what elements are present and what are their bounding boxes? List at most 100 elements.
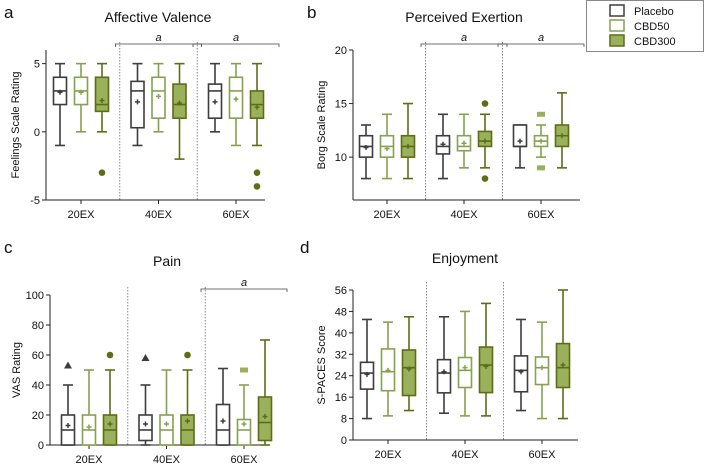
mean-marker	[483, 363, 489, 369]
legend-swatch-cbd300	[609, 34, 625, 47]
panel-letter: b	[307, 3, 316, 22]
y-tick-label: 0	[341, 435, 347, 447]
chart-title: Perceived Exertion	[405, 9, 523, 25]
significance-bracket	[200, 288, 288, 292]
outlier-point	[253, 183, 261, 190]
x-tick-label: 60EX	[223, 209, 251, 221]
iqr-box	[478, 346, 494, 394]
mean-marker	[560, 362, 566, 368]
box-cbd50-60ex	[236, 367, 252, 446]
mean-marker	[185, 418, 190, 424]
y-axis-label: VAS Rating	[11, 342, 23, 398]
legend: Placebo CBD50 CBD300	[586, 0, 704, 52]
box-cbd300-40ex	[172, 62, 187, 160]
mean-marker	[241, 421, 247, 427]
box-cbd300-20ex	[400, 102, 416, 180]
legend-label-cbd300: CBD300	[634, 36, 676, 48]
box-placebo-60ex	[207, 62, 223, 133]
significance-bracket	[192, 43, 280, 47]
x-tick-label: 40EX	[153, 454, 181, 465]
mean-marker	[254, 104, 260, 110]
y-tick-label: 40	[32, 380, 44, 392]
significance-label: a	[155, 32, 161, 44]
mean-marker	[363, 145, 369, 150]
mean-marker	[538, 138, 544, 144]
y-axis-label: Borg Scale Rating	[316, 81, 328, 170]
x-tick-label: 60EX	[528, 209, 556, 221]
box-placebo-20ex	[359, 318, 375, 420]
significance-label: a	[241, 277, 247, 289]
outlier-point	[537, 165, 545, 171]
box-placebo-20ex	[358, 124, 374, 180]
y-tick-label: -5	[30, 195, 40, 207]
mean-marker	[212, 99, 218, 105]
mean-marker	[518, 369, 524, 375]
mean-marker	[539, 365, 545, 371]
box-placebo-20ex	[52, 62, 68, 147]
x-tick-label: 40EX	[452, 449, 480, 461]
box-cbd50-20ex	[379, 113, 395, 180]
box-cbd50-40ex	[457, 310, 473, 417]
mean-marker	[135, 99, 140, 105]
y-axis-label: Feelings Scale Rating	[10, 71, 22, 178]
chart-title: Enjoyment	[432, 250, 498, 266]
iqr-box	[457, 356, 473, 389]
box-cbd300-20ex	[94, 62, 110, 177]
mean-marker	[156, 93, 161, 99]
iqr-box	[215, 403, 231, 446]
y-tick-label: 10	[335, 152, 347, 164]
box-cbd300-40ex	[477, 100, 493, 182]
chart-title: Affective Valence	[105, 9, 212, 25]
mean-marker	[107, 421, 113, 427]
box-placebo-40ex	[138, 354, 153, 446]
legend-label-cbd50: CBD50	[634, 21, 669, 33]
significance-label: a	[461, 32, 467, 44]
x-tick-label: 60EX	[529, 449, 557, 461]
panel-d: d Enjoyment S-PACES Score 0 8 16 24 32 40 48 56 20E…	[300, 238, 578, 461]
mean-marker	[220, 418, 226, 424]
iqr-box	[401, 349, 417, 397]
box-placebo-60ex	[215, 367, 231, 446]
mean-marker	[462, 365, 468, 371]
box-cbd300-20ex	[401, 315, 417, 412]
mean-marker	[384, 146, 390, 152]
outlier-point	[184, 351, 191, 359]
legend-swatch-cbd50	[609, 19, 625, 32]
outlier-point	[141, 354, 150, 361]
y-tick-label: 5	[34, 59, 40, 71]
mean-marker	[405, 143, 411, 149]
box-cbd300-60ex	[257, 339, 273, 446]
y-tick-label: 40	[335, 328, 347, 340]
x-tick-label: 20EX	[374, 209, 402, 221]
box-placebo-20ex	[60, 361, 76, 446]
outlier-point	[98, 169, 106, 177]
mean-marker	[441, 369, 447, 375]
x-tick-label: 20EX	[68, 209, 96, 221]
box-placebo-60ex	[513, 318, 529, 412]
y-tick-label: 100	[26, 290, 44, 302]
mean-marker	[364, 371, 370, 377]
box-placebo-40ex	[435, 113, 451, 180]
x-tick-label: 20EX	[375, 449, 403, 461]
iqr-box	[94, 76, 110, 113]
y-tick-label: 16	[335, 392, 347, 404]
outlier-point	[240, 367, 248, 373]
outlier-point	[253, 169, 261, 177]
mean-marker	[559, 133, 565, 139]
outlier-point	[64, 361, 72, 369]
panel-letter: c	[4, 238, 13, 257]
box-cbd50-60ex	[533, 111, 549, 171]
box-cbd300-60ex	[249, 62, 265, 190]
box-cbd300-20ex	[102, 351, 118, 446]
x-tick-label: 40EX	[451, 209, 479, 221]
y-tick-label: 48	[335, 306, 347, 318]
significance-bracket	[420, 43, 508, 47]
panel-b: b Perceived Exertion Borg Scale Rating 10 15…	[307, 3, 585, 221]
box-cbd300-60ex	[555, 289, 571, 420]
mean-marker	[57, 89, 63, 95]
iqr-box	[436, 358, 452, 394]
mean-marker	[406, 366, 412, 372]
mean-marker	[177, 100, 182, 106]
box-cbd50-40ex	[151, 62, 166, 133]
